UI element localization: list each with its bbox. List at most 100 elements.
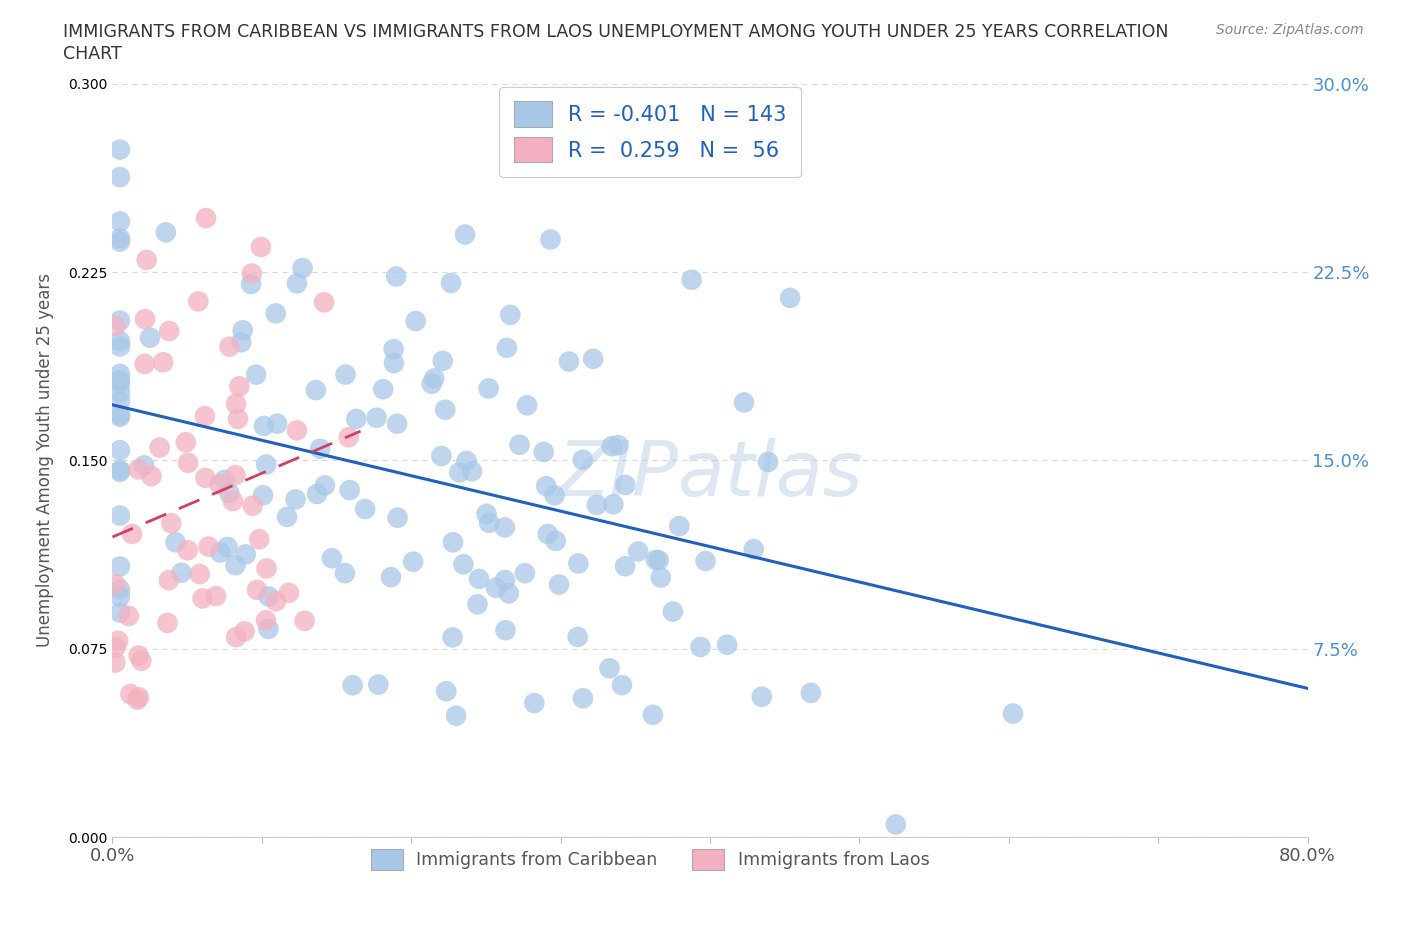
Point [108, 334, 131, 349]
Point [108, 366, 131, 381]
Point [209, 545, 232, 560]
Point [478, 381, 501, 396]
Point [321, 551, 343, 565]
Point [456, 454, 478, 469]
Point [240, 276, 263, 291]
Point [224, 558, 246, 573]
Point [197, 539, 219, 554]
Point [441, 630, 464, 644]
Point [430, 448, 453, 463]
Point [800, 685, 823, 700]
Point [128, 690, 150, 705]
Point [242, 498, 264, 513]
Point [607, 438, 630, 453]
Point [354, 501, 377, 516]
Point [177, 456, 200, 471]
Point [540, 232, 562, 247]
Point [405, 313, 427, 328]
Point [187, 294, 209, 309]
Point [385, 417, 408, 432]
Point [156, 616, 179, 631]
Point [231, 335, 253, 350]
Point [513, 565, 536, 580]
Point [548, 578, 571, 592]
Point [108, 605, 131, 620]
Point [152, 354, 174, 369]
Point [218, 485, 240, 500]
Point [276, 510, 298, 525]
Point [387, 511, 409, 525]
Point [165, 535, 187, 550]
Point [467, 597, 489, 612]
Point [440, 275, 463, 290]
Point [558, 354, 581, 369]
Point [572, 691, 595, 706]
Point [751, 689, 773, 704]
Point [108, 339, 131, 354]
Point [235, 547, 257, 562]
Point [194, 471, 217, 485]
Point [104, 655, 127, 670]
Point [228, 379, 250, 393]
Point [134, 312, 156, 326]
Point [245, 367, 267, 382]
Point [423, 371, 446, 386]
Point [257, 589, 280, 604]
Point [342, 678, 364, 693]
Point [214, 472, 236, 487]
Point [582, 352, 605, 366]
Point [644, 552, 666, 567]
Point [134, 356, 156, 371]
Point [662, 604, 685, 619]
Point [194, 408, 217, 423]
Point [668, 519, 690, 534]
Point [195, 210, 218, 225]
Point [108, 462, 131, 477]
Point [567, 556, 589, 571]
Point [222, 494, 245, 509]
Point [149, 440, 172, 455]
Point [508, 437, 530, 452]
Point [380, 570, 402, 585]
Y-axis label: Unemployment Among Youth under 25 years: Unemployment Among Youth under 25 years [37, 273, 55, 647]
Point [205, 589, 228, 604]
Point [264, 593, 287, 608]
Point [449, 465, 471, 480]
Point [494, 520, 516, 535]
Point [128, 648, 150, 663]
Point [155, 225, 177, 240]
Point [176, 543, 198, 558]
Point [650, 570, 672, 585]
Point [226, 411, 249, 426]
Point [285, 276, 308, 291]
Point [108, 407, 131, 422]
Point [108, 582, 131, 597]
Point [537, 526, 560, 541]
Point [233, 624, 256, 639]
Text: CHART: CHART [63, 45, 122, 62]
Point [250, 240, 273, 255]
Point [461, 464, 484, 479]
Point [495, 340, 517, 355]
Point [188, 566, 211, 581]
Point [434, 403, 457, 418]
Point [266, 417, 288, 432]
Point [716, 637, 738, 652]
Point [170, 565, 193, 580]
Point [108, 376, 131, 391]
Point [127, 692, 149, 707]
Point [191, 591, 214, 605]
Point [108, 142, 131, 157]
Point [495, 623, 517, 638]
Point [382, 341, 405, 356]
Point [533, 445, 555, 459]
Point [264, 306, 287, 321]
Point [104, 318, 127, 333]
Point [733, 395, 755, 410]
Point [434, 684, 457, 698]
Point [641, 708, 664, 723]
Point [107, 633, 129, 648]
Point [689, 640, 711, 655]
Point [309, 442, 332, 457]
Point [567, 630, 589, 644]
